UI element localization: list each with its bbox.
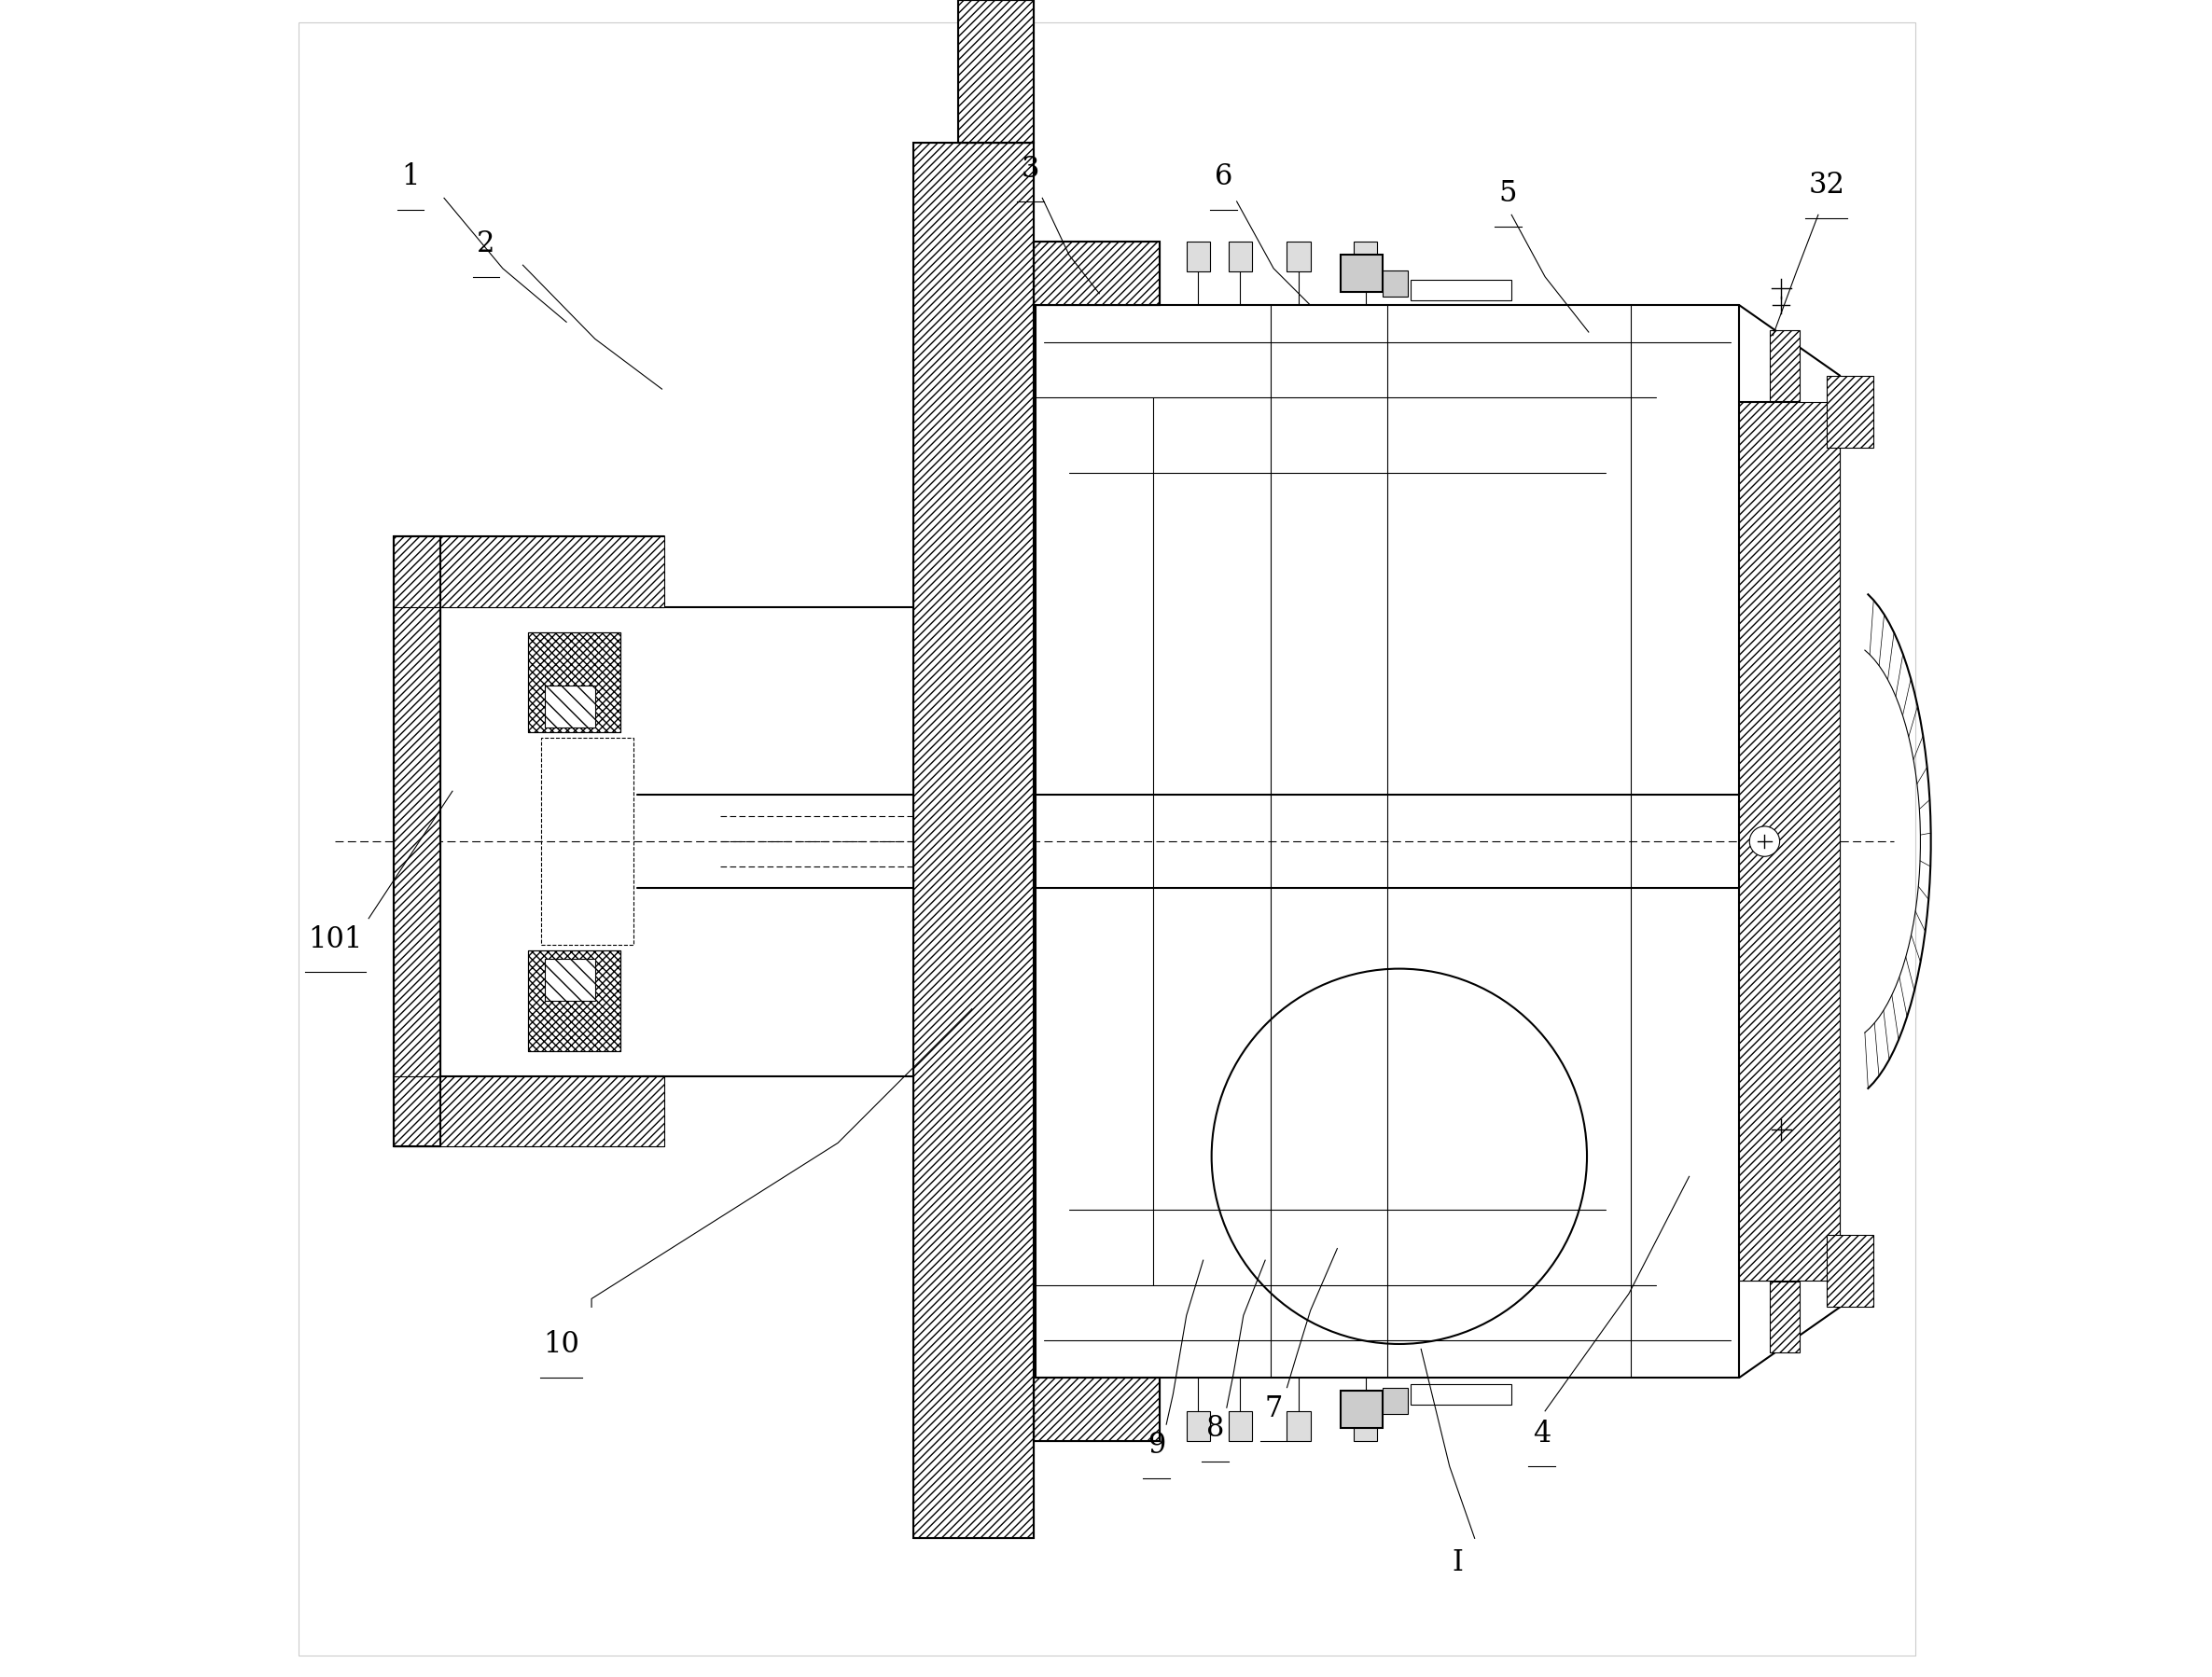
Bar	[914, 144, 1033, 1538]
Bar	[544, 959, 595, 1001]
Text: 1: 1	[400, 163, 420, 191]
Bar	[529, 951, 619, 1051]
Text: 101: 101	[307, 924, 363, 954]
Bar	[1186, 1410, 1210, 1441]
Bar	[1770, 330, 1801, 401]
Bar	[529, 951, 619, 1051]
Text: 8: 8	[1206, 1414, 1223, 1442]
Bar	[1340, 1390, 1382, 1427]
Text: I: I	[1453, 1548, 1464, 1576]
Text: 32: 32	[1809, 171, 1845, 200]
Bar	[1287, 243, 1310, 273]
Text: 5: 5	[1500, 179, 1517, 208]
Bar	[394, 1077, 664, 1147]
Bar	[1033, 243, 1159, 305]
Bar	[1827, 1236, 1874, 1308]
Bar	[394, 537, 664, 607]
Bar	[1827, 376, 1874, 448]
Bar	[1354, 1410, 1378, 1441]
Bar	[529, 632, 619, 733]
Text: 9: 9	[1148, 1430, 1166, 1459]
Text: 4: 4	[1533, 1419, 1551, 1447]
Bar	[1287, 1410, 1310, 1441]
Bar	[1186, 243, 1210, 273]
Bar	[394, 537, 440, 1147]
Text: 2: 2	[478, 230, 495, 258]
Bar	[914, 144, 1033, 1538]
Bar	[1411, 282, 1511, 300]
Bar	[1739, 402, 1840, 1281]
Bar	[1340, 257, 1382, 293]
Bar	[1033, 1378, 1159, 1441]
Text: 3: 3	[1022, 154, 1040, 183]
Text: 6: 6	[1214, 163, 1232, 191]
Bar	[1354, 243, 1378, 273]
Bar	[394, 537, 440, 1147]
Bar	[1228, 1410, 1252, 1441]
Circle shape	[1750, 827, 1781, 857]
Bar	[1770, 1283, 1801, 1353]
Text: 7: 7	[1265, 1394, 1283, 1422]
Bar	[1033, 243, 1159, 305]
Bar	[958, 2, 1033, 144]
Text: 10: 10	[544, 1330, 580, 1358]
Bar	[1411, 1384, 1511, 1404]
Bar	[1382, 1387, 1407, 1414]
Bar	[958, 2, 1033, 144]
Bar	[544, 686, 595, 728]
Bar	[542, 738, 633, 946]
Bar	[1382, 272, 1407, 297]
Bar	[1228, 243, 1252, 273]
Bar	[529, 632, 619, 733]
Bar	[1033, 1378, 1159, 1441]
